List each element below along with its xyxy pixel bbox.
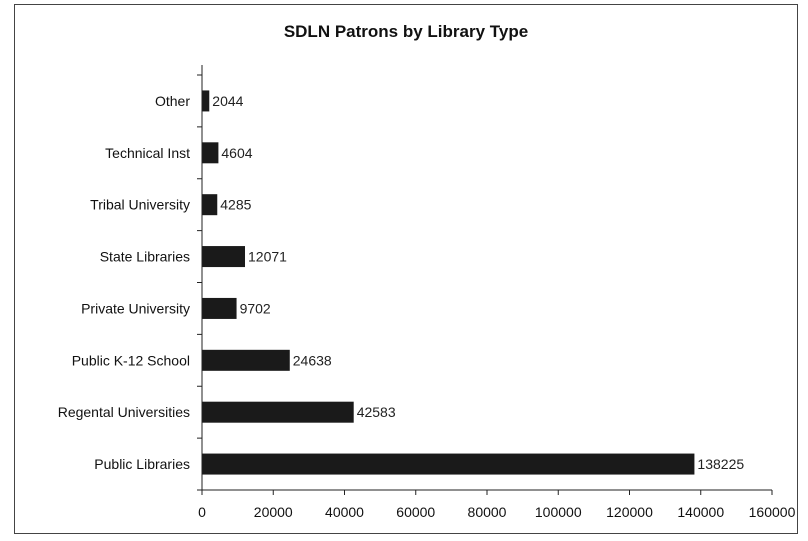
x-tick-label: 160000 [749, 504, 796, 520]
bar-technical-inst [202, 142, 219, 164]
category-label-public-libraries: Public Libraries [94, 456, 190, 472]
category-label-public-k-12-school: Public K-12 School [72, 352, 190, 368]
category-label-tribal-university: Tribal University [90, 197, 190, 213]
x-tick-label: 120000 [606, 504, 653, 520]
bar-public-libraries [202, 453, 695, 475]
bar-state-libraries [202, 246, 246, 268]
bar-private-university [202, 297, 237, 319]
category-label-technical-inst: Technical Inst [105, 145, 190, 161]
data-label-public-libraries: 138225 [697, 456, 744, 472]
data-label-regental-universities: 42583 [357, 404, 396, 420]
category-label-other: Other [155, 93, 190, 109]
data-label-state-libraries: 12071 [248, 249, 287, 265]
data-label-other: 2044 [212, 93, 243, 109]
chart-title: SDLN Patrons by Library Type [283, 22, 529, 41]
x-tick-label: 140000 [677, 504, 724, 520]
category-label-private-university: Private University [81, 300, 190, 316]
x-tick-label: 100000 [535, 504, 582, 520]
data-label-public-k-12-school: 24638 [293, 352, 332, 368]
x-tick-label: 40000 [325, 504, 364, 520]
bar-other [202, 90, 210, 112]
data-label-private-university: 9702 [240, 300, 271, 316]
x-tick-label: 20000 [254, 504, 293, 520]
bar-tribal-university [202, 194, 218, 216]
data-label-technical-inst: 4604 [221, 145, 252, 161]
bar-regental-universities [202, 401, 354, 423]
bar-public-k-12-school [202, 349, 290, 371]
chart-frame [14, 4, 798, 534]
category-label-regental-universities: Regental Universities [58, 404, 190, 420]
category-label-state-libraries: State Libraries [100, 249, 190, 265]
x-tick-label: 0 [198, 504, 206, 520]
data-label-tribal-university: 4285 [220, 197, 251, 213]
x-tick-label: 60000 [396, 504, 435, 520]
x-tick-label: 80000 [468, 504, 507, 520]
